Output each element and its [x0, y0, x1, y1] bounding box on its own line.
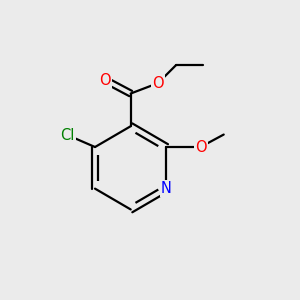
Text: O: O: [152, 76, 164, 91]
Text: O: O: [195, 140, 206, 154]
Text: N: N: [161, 181, 172, 196]
Text: O: O: [100, 73, 111, 88]
Text: Cl: Cl: [61, 128, 75, 142]
